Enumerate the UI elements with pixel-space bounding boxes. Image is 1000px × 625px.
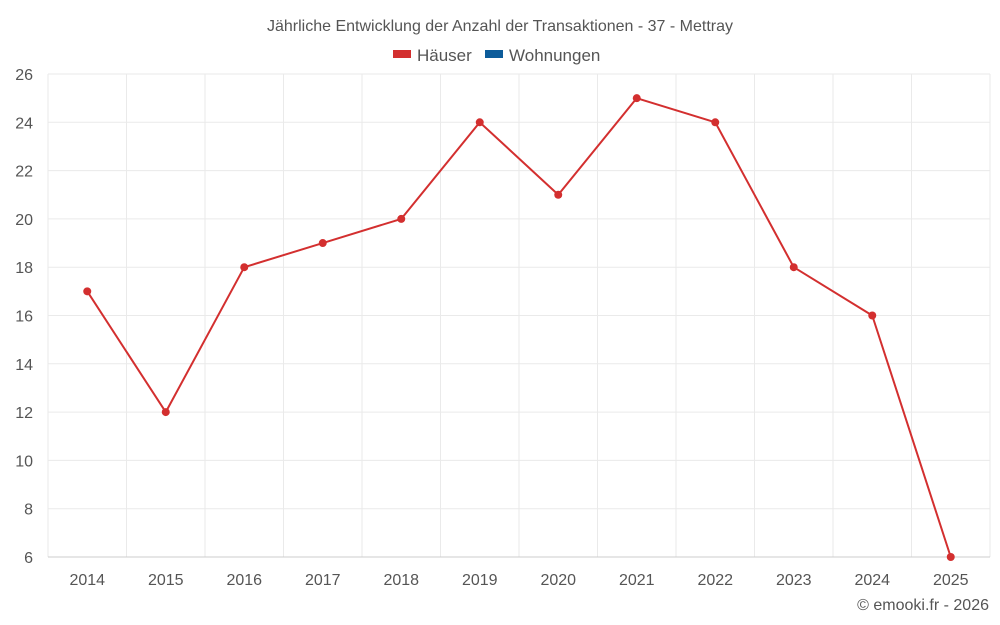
y-tick-label: 12 — [15, 405, 33, 422]
data-point[interactable] — [318, 239, 327, 248]
chart-title: Jährliche Entwicklung der Anzahl der Tra… — [267, 18, 733, 35]
data-point[interactable] — [946, 553, 955, 561]
legend-label-haeuser: Häuser — [417, 46, 472, 65]
data-point[interactable] — [475, 118, 484, 127]
legend-swatch-haeuser — [393, 50, 411, 58]
data-point[interactable] — [240, 263, 249, 272]
data-point[interactable] — [868, 311, 877, 320]
legend-item-wohnungen[interactable]: Wohnungen — [485, 46, 600, 65]
series-line — [86, 97, 952, 558]
y-axis-labels: 6 8 10 12 14 16 18 20 22 24 26 — [15, 67, 33, 567]
data-point[interactable] — [554, 190, 563, 199]
legend-label-wohnungen: Wohnungen — [509, 46, 600, 65]
x-gridlines — [47, 74, 991, 557]
legend-swatch-wohnungen — [485, 50, 503, 58]
y-tick-label: 26 — [15, 67, 33, 84]
credit: © emooki.fr - 2026 — [857, 597, 989, 614]
y-tick-label: 10 — [15, 453, 33, 470]
y-tick-label: 8 — [24, 502, 33, 519]
series-haeuser — [83, 94, 955, 561]
y-tick-label: 14 — [15, 357, 33, 374]
y-tick-label: 16 — [15, 309, 33, 326]
data-point[interactable] — [161, 408, 170, 417]
x-tick-label: 2023 — [776, 572, 812, 589]
x-tick-label: 2019 — [462, 572, 498, 589]
x-tick-label: 2022 — [697, 572, 733, 589]
x-tick-label: 2020 — [540, 572, 576, 589]
data-point[interactable] — [711, 118, 720, 127]
data-point[interactable] — [83, 287, 92, 296]
data-point[interactable] — [789, 263, 798, 272]
x-tick-label: 2014 — [69, 572, 105, 589]
data-point[interactable] — [632, 94, 641, 103]
legend: Häuser Wohnungen — [393, 46, 600, 65]
legend-item-haeuser[interactable]: Häuser — [393, 46, 472, 65]
y-tick-label: 24 — [15, 115, 33, 132]
y-tick-label: 18 — [15, 260, 33, 277]
x-tick-label: 2016 — [226, 572, 262, 589]
y-tick-label: 22 — [15, 164, 33, 181]
x-tick-label: 2015 — [148, 572, 184, 589]
x-tick-label: 2024 — [854, 572, 890, 589]
data-point[interactable] — [397, 214, 406, 223]
x-tick-label: 2021 — [619, 572, 655, 589]
x-tick-label: 2018 — [383, 572, 419, 589]
x-axis-labels: 2014 2015 2016 2017 2018 2019 2020 2021 2022 2023… — [69, 572, 968, 589]
y-tick-label: 6 — [24, 550, 33, 567]
x-tick-label: 2017 — [305, 572, 341, 589]
x-tick-label: 2025 — [933, 572, 969, 589]
y-tick-label: 20 — [15, 212, 33, 229]
